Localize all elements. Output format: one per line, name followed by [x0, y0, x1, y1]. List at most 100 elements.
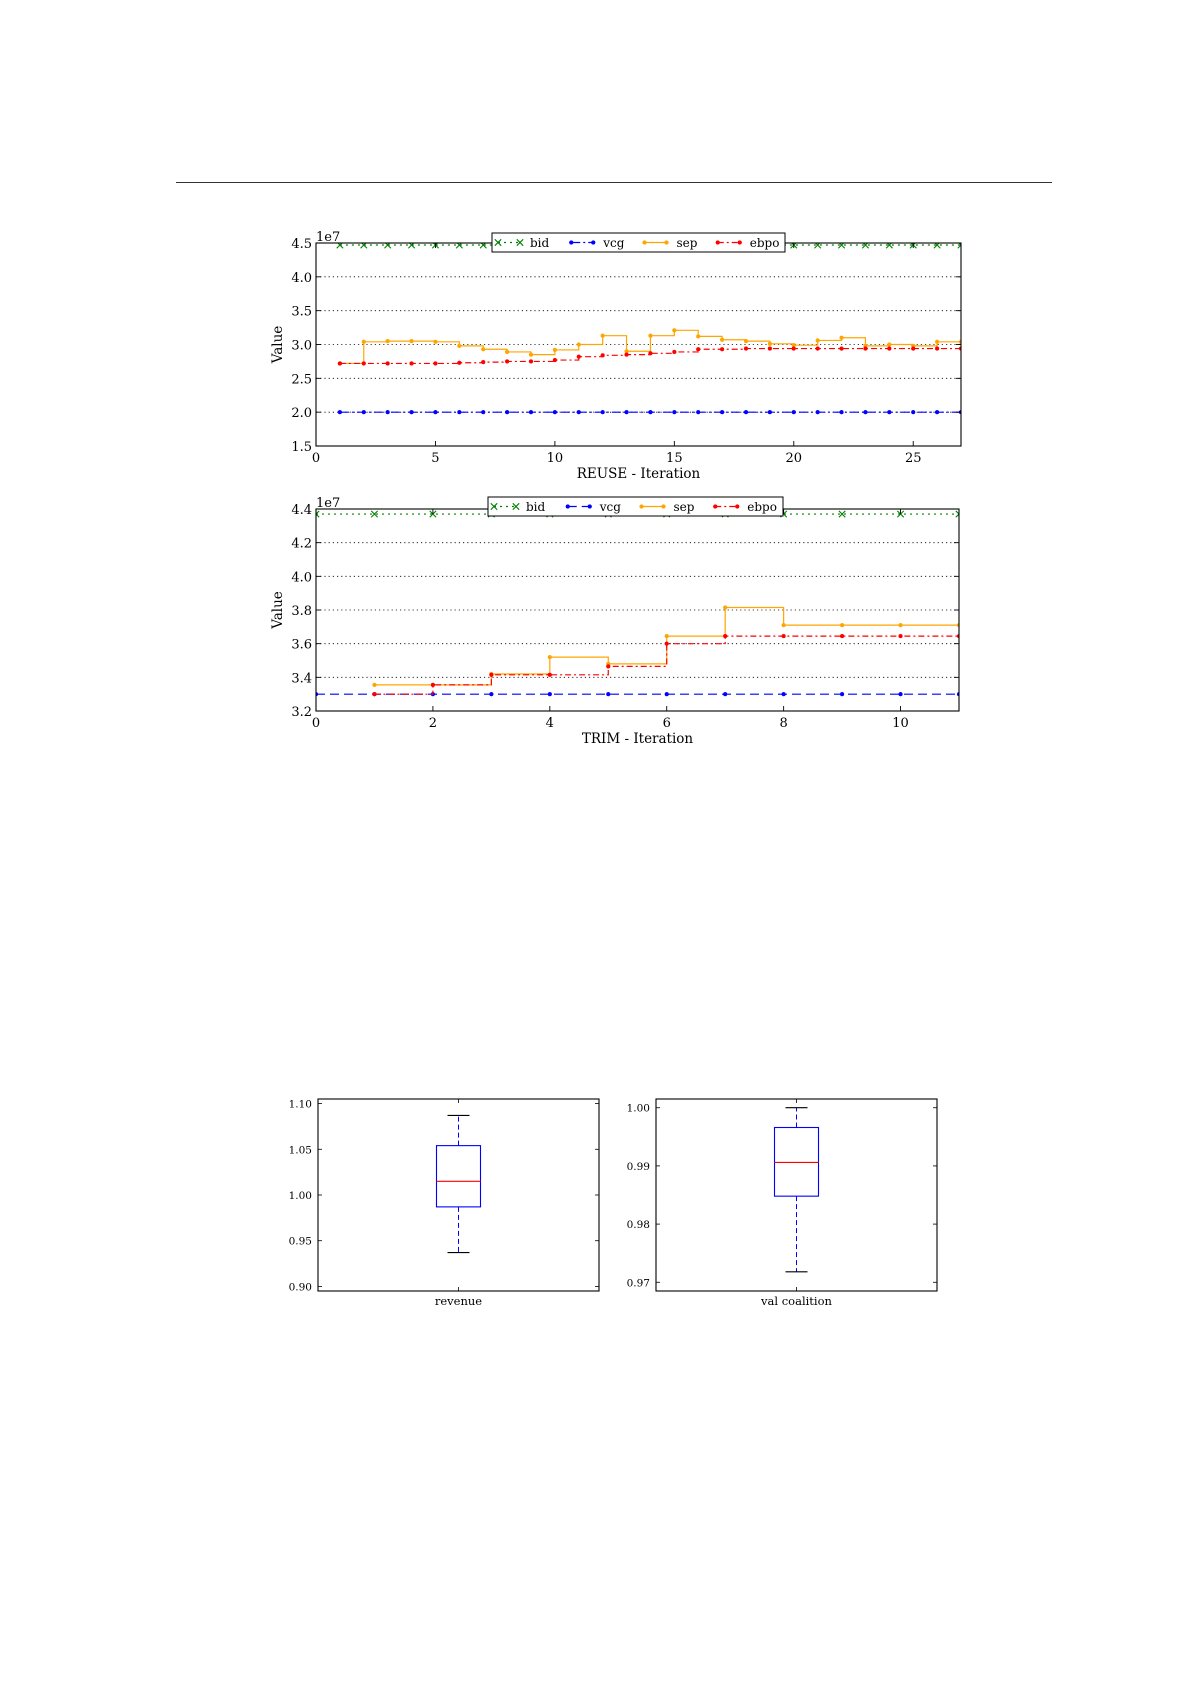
point-vcg [767, 410, 773, 415]
point-ebpo [934, 346, 940, 351]
y-tick-label: 0.99 [627, 1161, 650, 1173]
y-tick-label: 2.0 [291, 406, 312, 421]
point-ebpo [528, 359, 534, 364]
point-sep [839, 623, 845, 628]
legend-label-bid: bid [530, 236, 550, 250]
legend-label-sep: sep [677, 236, 698, 250]
x-tick-label: 20 [786, 451, 803, 466]
box-iqr [773, 1126, 820, 1197]
point-vcg [664, 692, 669, 697]
x-axis-label: TRIM - Iteration [582, 731, 694, 747]
x-tick-label: 4 [546, 716, 554, 731]
x-tick-label: 10 [547, 451, 564, 466]
point-bid [479, 243, 487, 249]
point-ebpo [815, 346, 820, 351]
legend: bid vcg sep ebpo [491, 232, 786, 253]
y-tick-label: 3.5 [291, 305, 312, 320]
point-ebpo [337, 361, 343, 366]
point-sep [887, 342, 892, 347]
point-sep [372, 682, 377, 688]
legend-marker [661, 504, 666, 509]
y-tick-label: 0.95 [289, 1236, 312, 1248]
point-bid [885, 243, 893, 249]
legend-marker [713, 504, 718, 509]
series-vcg [316, 692, 959, 697]
legend-marker [642, 240, 647, 245]
point-ebpo [372, 692, 377, 697]
point-vcg [911, 410, 916, 415]
y-axis-label: Value [270, 591, 286, 630]
point-ebpo [648, 351, 653, 356]
x-axis-label: val coalition [760, 1294, 832, 1308]
y-offset-label: 1e7 [316, 230, 340, 245]
point-ebpo [839, 633, 845, 639]
y-axis-label: Value [270, 326, 286, 365]
plot-area [336, 243, 961, 415]
point-vcg [791, 410, 796, 415]
point-sep [664, 633, 669, 639]
point-ebpo [664, 641, 669, 646]
header-rule [176, 182, 1052, 183]
point-bid [838, 510, 846, 518]
point-ebpo [385, 361, 390, 366]
point-vcg [719, 410, 725, 415]
point-ebpo [489, 672, 494, 677]
point-vcg [934, 410, 940, 415]
point-ebpo [672, 349, 677, 355]
point-ebpo [624, 352, 629, 357]
x-tick-label: 2 [429, 716, 437, 731]
legend-frame [487, 496, 784, 517]
point-sep [481, 347, 486, 352]
box-plot-3: 0.97 0.98 0.99 1.00 val coalition [627, 1098, 938, 1308]
point-sep [781, 623, 786, 628]
legend-marker [664, 240, 669, 245]
point-ebpo [457, 360, 462, 365]
point-ebpo [433, 361, 438, 366]
point-ebpo [839, 346, 844, 351]
point-bid [384, 243, 392, 249]
point-bid [407, 243, 416, 249]
x-axis-label: revenue [435, 1294, 482, 1308]
y-tick-label: 0.98 [627, 1219, 650, 1231]
point-sep [743, 338, 749, 344]
legend-label-ebpo: ebpo [747, 500, 777, 514]
point-vcg [576, 410, 581, 415]
point-ebpo [547, 672, 552, 677]
line-chart-0: 0 5 10 15 20 25 1.5 2.0 2.5 3.0 3.5 4.0 4.5 1e7 REUSE … [270, 230, 962, 482]
x-tick-label: 0 [312, 716, 320, 731]
point-vcg [898, 692, 903, 697]
y-tick-label: 1.05 [289, 1144, 312, 1156]
y-tick-label: 4.5 [291, 237, 312, 252]
series-sep [337, 328, 961, 366]
point-vcg [672, 410, 677, 415]
point-vcg [696, 410, 701, 415]
y-tick-label: 0.97 [627, 1277, 650, 1289]
point-vcg [723, 692, 728, 697]
point-bid [837, 243, 846, 249]
point-bid [336, 243, 344, 249]
x-axis-label: REUSE - Iteration [577, 466, 701, 482]
point-vcg [648, 410, 653, 415]
point-vcg [600, 410, 605, 415]
y-offset-label: 1e7 [316, 496, 340, 511]
legend-marker [715, 240, 720, 245]
plot-area [316, 510, 959, 697]
legend-marker [490, 502, 498, 511]
point-vcg [385, 410, 390, 415]
point-vcg [552, 410, 558, 415]
point-sep [600, 333, 605, 338]
point-ebpo [911, 346, 916, 351]
y-tick-label: 1.10 [289, 1099, 312, 1111]
series-vcg [337, 410, 961, 415]
y-tick-label: 4.2 [291, 537, 312, 552]
y-tick-label: 4.0 [291, 271, 312, 286]
point-bid [933, 243, 941, 249]
point-bid [957, 243, 961, 249]
y-tick-label: 2.5 [291, 372, 312, 387]
series-ebpo [337, 346, 961, 366]
y-tick-label: 1.00 [627, 1103, 650, 1115]
point-vcg [361, 410, 366, 415]
point-vcg [433, 410, 438, 415]
series-ebpo [372, 633, 959, 697]
